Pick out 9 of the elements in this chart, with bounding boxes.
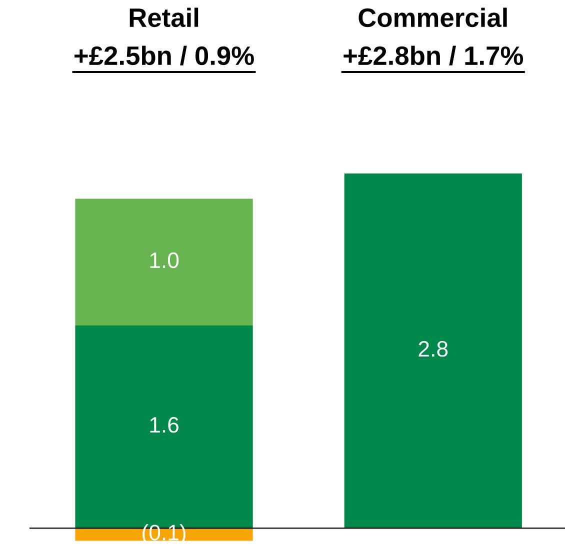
text: +£2.8bn / 1.7%: [344, 46, 524, 66]
data-label: 2.8: [418, 341, 448, 357]
text: +£2.5bn / 0.9%: [74, 46, 254, 66]
bar: [344, 173, 522, 528]
x-tick-label: Retail: [130, 8, 198, 28]
bar: [75, 198, 253, 326]
data-label: 1.6: [150, 417, 178, 433]
data-label: 1.0: [150, 252, 179, 268]
x-tick-label: Commercial: [358, 8, 507, 28]
